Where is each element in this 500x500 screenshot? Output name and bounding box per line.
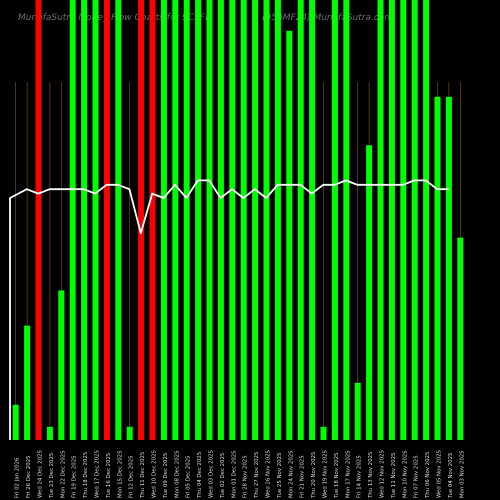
x-tick-label: Fri 28 Nov 2025: [243, 455, 249, 498]
bar: [320, 426, 327, 440]
x-tick-label: Fri 05 Dec 2025: [186, 455, 192, 498]
bar: [12, 404, 19, 440]
x-tick-label: Tue 04 Nov 2025: [448, 453, 454, 499]
x-tick-label: Wed 19 Nov 2025: [323, 450, 329, 498]
bar: [411, 0, 418, 440]
bar: [195, 0, 202, 440]
bar: [377, 0, 384, 440]
x-tick-label: Thu 27 Nov 2025: [254, 452, 260, 499]
bar: [457, 237, 464, 440]
x-tick-label: Tue 02 Dec 2025: [220, 453, 226, 499]
bar: [263, 0, 270, 440]
x-tick-label: Tue 11 Nov 2025: [391, 453, 397, 499]
x-tick-label: Mon 24 Nov 2025: [288, 450, 294, 498]
bar: [240, 0, 247, 440]
bar: [115, 0, 122, 440]
bar: [354, 382, 361, 440]
bar: [46, 426, 53, 440]
x-tick-label: Fri 12 Dec 2025: [129, 455, 135, 498]
x-tick-label: Thu 06 Nov 2025: [425, 452, 431, 499]
bar: [149, 0, 156, 440]
x-tick-label: Mon 03 Nov 2025: [459, 450, 465, 498]
x-tick-label: Wed 10 Dec 2025: [152, 450, 158, 498]
bar: [331, 0, 338, 440]
bar: [92, 0, 99, 440]
x-tick-label: Mon 17 Nov 2025: [345, 450, 351, 498]
bar: [138, 0, 145, 440]
bar: [160, 0, 167, 440]
bar: [297, 0, 304, 440]
x-tick-label: Tue 25 Nov 2025: [277, 453, 283, 499]
bar: [81, 0, 88, 440]
x-tick-label: Thu 11 Dec 2025: [140, 452, 146, 499]
x-tick-label: Wed 24 Dec 2025: [38, 450, 44, 498]
chart-title-left: MunafaSutra Money Flow Charts for 9CSFL: [18, 13, 211, 23]
bar: [445, 96, 452, 441]
x-tick-label: Fri 26 Dec 2025: [26, 455, 32, 498]
x-tick-label: Wed 03 Dec 2025: [209, 450, 215, 498]
bar: [24, 325, 31, 440]
x-tick-label: Mon 10 Nov 2025: [402, 450, 408, 498]
bar: [274, 0, 281, 440]
bar: [229, 0, 236, 440]
bar: [366, 145, 373, 440]
x-tick-label: Fri 02 Jan 2026: [15, 457, 21, 498]
x-tick-label: Wed 17 Dec 2025: [95, 450, 101, 498]
bar: [400, 0, 407, 440]
x-tick-label: Wed 26 Nov 2025: [266, 450, 272, 498]
bar: [206, 0, 213, 440]
series-line: [9, 179, 449, 440]
x-tick-label: Fri 19 Dec 2025: [72, 455, 78, 498]
x-tick-label: Tue 16 Dec 2025: [106, 453, 112, 499]
bar: [388, 0, 395, 440]
x-tick-label: Mon 22 Dec 2025: [60, 450, 66, 498]
x-tick-label: Thu 13 Nov 2025: [368, 452, 374, 499]
bar: [217, 0, 224, 440]
bar: [286, 30, 293, 441]
x-tick-label: Tue 09 Dec 2025: [163, 453, 169, 499]
x-tick-label: Wed 12 Nov 2025: [380, 450, 386, 498]
bar: [172, 0, 179, 440]
x-tick-label: Mon 01 Dec 2025: [231, 450, 237, 498]
chart-title-right: (950MF24) MunafaSutra.com: [262, 13, 394, 23]
x-tick-label: Fri 07 Nov 2025: [414, 455, 420, 498]
bar: [58, 290, 65, 440]
x-tick-label: Tue 18 Nov 2025: [334, 453, 340, 499]
bar: [423, 0, 430, 440]
bar: [309, 0, 316, 440]
x-tick-label: Thu 18 Dec 2025: [83, 452, 89, 499]
x-tick-label: Mon 08 Dec 2025: [174, 450, 180, 498]
x-tick-label: Thu 20 Nov 2025: [311, 452, 317, 499]
bar: [103, 0, 110, 440]
bar: [252, 0, 259, 440]
x-tick-label: Wed 05 Nov 2025: [437, 450, 443, 498]
bar: [343, 0, 350, 440]
x-tick-label: Thu 04 Dec 2025: [197, 452, 203, 499]
bar: [69, 0, 76, 440]
bar: [126, 426, 133, 440]
bar: [35, 0, 42, 440]
x-tick-label: Mon 15 Dec 2025: [117, 450, 123, 498]
x-tick-label: Fri 21 Nov 2025: [300, 455, 306, 498]
bar: [434, 96, 441, 441]
x-tick-label: Fri 14 Nov 2025: [357, 455, 363, 498]
bar: [183, 0, 190, 440]
x-tick-label: Tue 23 Dec 2025: [49, 453, 55, 499]
